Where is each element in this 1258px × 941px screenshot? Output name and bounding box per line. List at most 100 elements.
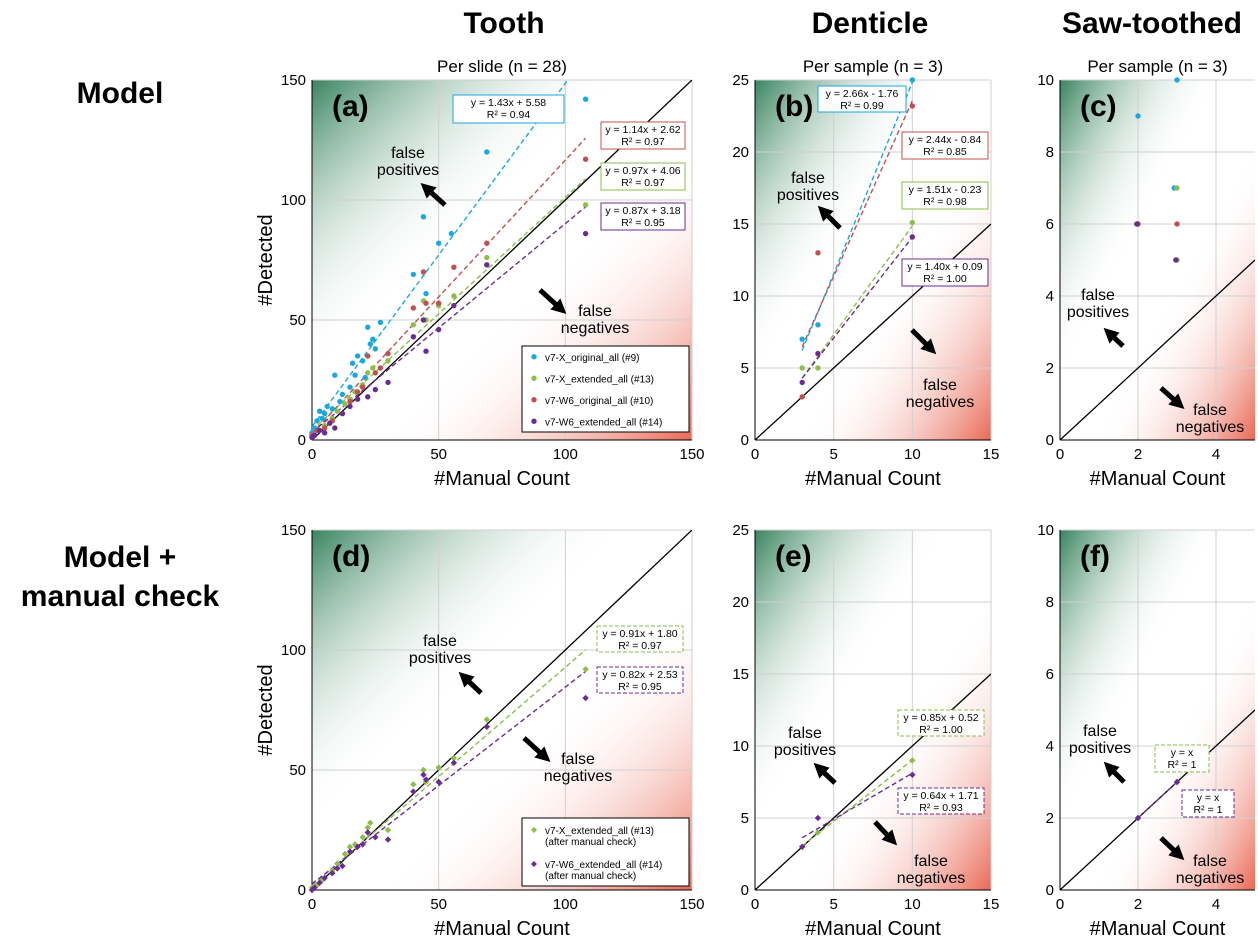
- x-tick-label: 0: [751, 446, 759, 463]
- data-point-v7W6_original: [1174, 221, 1180, 227]
- data-point-v7X_original: [362, 374, 368, 381]
- y-axis-label: #Detected: [255, 664, 277, 755]
- equation-text: y = 0.85x + 0.52: [903, 712, 978, 724]
- equation-box-v7X_extended: [901, 181, 989, 210]
- data-point-v7X_original: [367, 341, 373, 347]
- false-positives-label: false: [791, 170, 825, 187]
- panel-label-a: (a): [332, 90, 369, 123]
- data-point-v7X_original: [365, 324, 371, 330]
- data-point-v7X_original: [349, 360, 356, 366]
- equation-box-v7W6_original: [901, 131, 989, 160]
- panel-label-f: (f): [1080, 540, 1110, 573]
- x-tick-label: 5: [829, 896, 837, 913]
- data-point-v7W6_original: [582, 156, 589, 162]
- legend-entry-text: (after manual check): [545, 837, 636, 848]
- data-point-v7X_original: [339, 391, 346, 398]
- y-tick-label: 15: [732, 666, 749, 683]
- y-tick-label: 50: [289, 312, 306, 329]
- data-point-v7X_original: [799, 336, 805, 342]
- fit-line-v7W6_extended: [1137, 781, 1178, 819]
- data-point-v7W6_extended: [339, 862, 346, 870]
- data-point-v7X_original: [347, 384, 353, 390]
- data-point-v7X_original: [377, 319, 384, 326]
- r-squared-text: R² = 0.94: [487, 109, 531, 121]
- y-tick-label: 0: [298, 882, 306, 899]
- panel-label-b: (b): [775, 90, 813, 123]
- y-tick-label: 0: [741, 432, 749, 449]
- fit-line-v7X_extended: [312, 178, 587, 431]
- legend-marker-v7W6_extended: [531, 861, 537, 867]
- data-point-v7X_original: [316, 408, 323, 414]
- false-positives-label-2: positives: [409, 650, 471, 667]
- legend-marker-v7X_extended: [531, 375, 537, 381]
- data-point-v7X_original: [314, 418, 320, 424]
- equation-box-v7W6_extended: [596, 666, 684, 694]
- data-point-v7W6_original: [321, 425, 328, 431]
- false-negatives-label-2: negatives: [897, 870, 966, 887]
- row-title-model: Model: [77, 77, 164, 110]
- data-point-v7W6_extended: [435, 778, 442, 786]
- data-point-v7W6_extended: [372, 386, 379, 393]
- data-point-v7X_extended: [909, 757, 916, 764]
- data-point-v7W6_extended: [422, 776, 430, 783]
- r-squared-text: R² = 0.97: [621, 177, 665, 189]
- equation-text: y = 0.64x + 1.71: [903, 790, 978, 802]
- r-squared-text: R² = 0.99: [840, 100, 884, 112]
- data-point-v7X_original: [359, 358, 366, 364]
- false-positives-label-2: positives: [774, 742, 836, 759]
- y-tick-label: 10: [732, 738, 749, 755]
- false-negatives-label: false: [914, 853, 948, 870]
- fit-line-v7W6_extended: [801, 236, 913, 379]
- data-point-v7X_original: [582, 96, 589, 102]
- x-axis-label: #Manual Count: [1090, 918, 1226, 940]
- false-negatives-label: false: [578, 303, 612, 320]
- equation-box-v7W6_original: [600, 121, 686, 150]
- data-point-v7W6_extended: [372, 834, 379, 841]
- equation-text: y = 2.66x - 1.76: [826, 88, 899, 100]
- data-point-v7X_original: [321, 410, 328, 417]
- data-point-v7W6_original: [420, 269, 427, 275]
- data-point-v7W6_original: [909, 103, 916, 109]
- equation-box-v7X_extended: [600, 162, 686, 191]
- y-tick-label: 150: [281, 72, 306, 89]
- fit-line-v7W6_original: [312, 137, 587, 435]
- equation-text: y = 0.97x + 4.06: [605, 165, 680, 177]
- x-tick-label: 15: [983, 446, 1000, 463]
- data-point-v7W6_extended: [365, 394, 371, 400]
- data-point-v7W6_original: [359, 384, 366, 390]
- panel-c: 0 2 40246810falsepositivesfalsenegatives(c…: [1037, 57, 1255, 490]
- x-tick-label: 150: [679, 896, 704, 913]
- data-point-v7W6_extended: [450, 759, 458, 766]
- data-point-v7X_original: [909, 77, 916, 83]
- data-point-v7W6_extended: [799, 379, 805, 386]
- data-point-v7W6_original: [410, 305, 417, 311]
- equation-text: y = 0.87x + 3.18: [605, 205, 680, 217]
- data-point-v7W6_extended: [484, 262, 490, 268]
- data-point-v7W6_extended: [327, 420, 333, 426]
- equation-text: y = x: [1197, 792, 1220, 804]
- data-point-v7X_original: [329, 406, 335, 412]
- legend-entry-text: v7-X_extended_all (#13): [545, 374, 654, 385]
- data-point-v7X_extended: [365, 370, 371, 376]
- data-point-v7W6_extended: [451, 302, 457, 309]
- data-point-v7W6_extended: [311, 432, 318, 438]
- x-axis-label: #Manual Count: [805, 468, 941, 490]
- legend-marker-v7W6_original: [531, 397, 537, 403]
- y-tick-label: 8: [1046, 594, 1054, 611]
- data-point-v7W6_original: [385, 350, 391, 357]
- false-negatives-arrow: [522, 736, 551, 763]
- y-tick-label: 2: [1046, 360, 1054, 377]
- equation-text: y = 1.40x + 0.09: [907, 261, 982, 273]
- data-point-v7X_original: [337, 398, 343, 405]
- data-point-v7X_extended: [341, 850, 349, 858]
- r-squared-text: R² = 0.93: [919, 802, 963, 814]
- column-title-denticle: Denticle: [812, 7, 929, 40]
- false-negatives-label-2: negatives: [1176, 419, 1245, 436]
- data-point-v7X_extended: [451, 293, 457, 299]
- false-positives-label-2: positives: [377, 162, 439, 179]
- false-negatives-label-2: negatives: [544, 768, 613, 785]
- data-point-v7X_original: [423, 290, 429, 297]
- data-point-v7W6_extended: [1134, 221, 1140, 227]
- data-point-v7W6_extended: [332, 425, 338, 431]
